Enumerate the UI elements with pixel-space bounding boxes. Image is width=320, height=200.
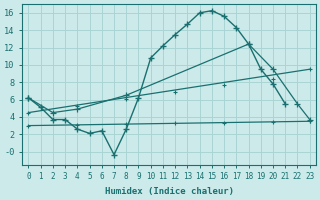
- X-axis label: Humidex (Indice chaleur): Humidex (Indice chaleur): [105, 187, 234, 196]
